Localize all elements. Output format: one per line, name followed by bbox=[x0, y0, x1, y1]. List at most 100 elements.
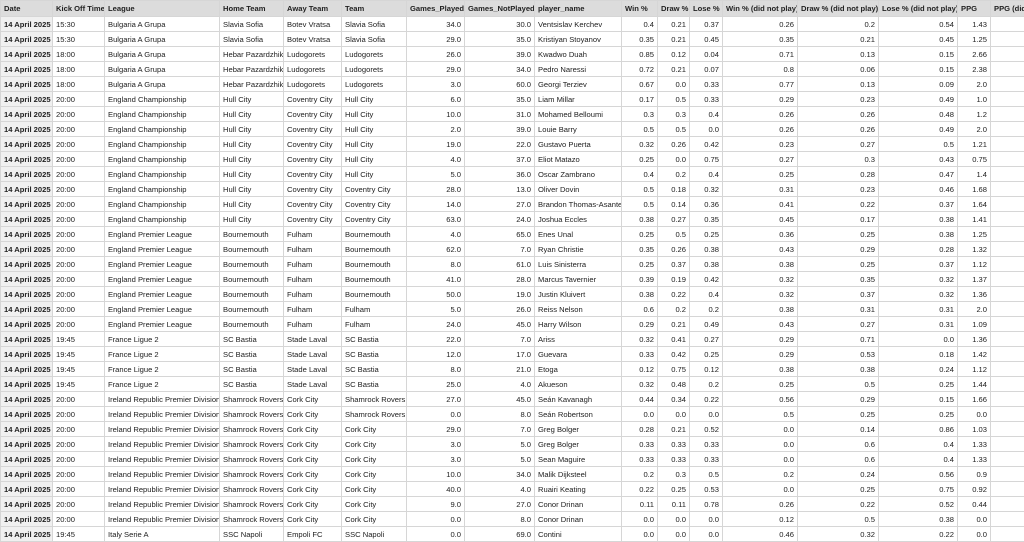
cell: 4.0 bbox=[465, 377, 535, 392]
cell: 0.33 bbox=[658, 452, 690, 467]
cell: 19:45 bbox=[53, 362, 105, 377]
cell: 0.04 bbox=[690, 47, 723, 62]
empty-cell bbox=[991, 317, 1024, 332]
cell: Fulham bbox=[342, 302, 407, 317]
cell: 22.0 bbox=[407, 332, 465, 347]
cell: 0.27 bbox=[658, 212, 690, 227]
cell: Conor Drinan bbox=[535, 512, 622, 527]
cell: 14 April 2025 bbox=[1, 77, 53, 92]
cell: 0.14 bbox=[658, 197, 690, 212]
column-header: Lose % (did not play) bbox=[879, 1, 958, 17]
cell: 20:00 bbox=[53, 197, 105, 212]
cell: 20:00 bbox=[53, 242, 105, 257]
cell: 0.38 bbox=[723, 257, 798, 272]
cell: 0.35 bbox=[723, 32, 798, 47]
cell: 0.12 bbox=[622, 362, 658, 377]
cell: England Championship bbox=[105, 107, 220, 122]
cell: 28.0 bbox=[465, 272, 535, 287]
empty-cell bbox=[991, 32, 1024, 47]
cell: 4.0 bbox=[407, 227, 465, 242]
cell: 0.25 bbox=[723, 167, 798, 182]
cell: Fulham bbox=[284, 302, 342, 317]
cell: 0.3 bbox=[622, 107, 658, 122]
cell: 0.27 bbox=[798, 137, 879, 152]
cell: England Premier League bbox=[105, 302, 220, 317]
cell: 0.6 bbox=[798, 452, 879, 467]
cell: 18:00 bbox=[53, 47, 105, 62]
cell: 8.0 bbox=[465, 407, 535, 422]
cell: 13.0 bbox=[465, 182, 535, 197]
cell: 2.66 bbox=[958, 47, 991, 62]
cell: 14 April 2025 bbox=[1, 467, 53, 482]
column-header: Win % bbox=[622, 1, 658, 17]
cell: England Premier League bbox=[105, 257, 220, 272]
cell: Shamrock Rovers bbox=[220, 482, 284, 497]
cell: Kwadwo Duah bbox=[535, 47, 622, 62]
cell: Liam Millar bbox=[535, 92, 622, 107]
column-header: League bbox=[105, 1, 220, 17]
empty-cell bbox=[991, 482, 1024, 497]
cell: 0.07 bbox=[690, 62, 723, 77]
cell: 0.39 bbox=[622, 272, 658, 287]
cell: 4.0 bbox=[407, 152, 465, 167]
cell: Ludogorets bbox=[342, 47, 407, 62]
cell: Cork City bbox=[284, 392, 342, 407]
cell: 34.0 bbox=[465, 467, 535, 482]
cell: 0.25 bbox=[622, 152, 658, 167]
cell: 14 April 2025 bbox=[1, 122, 53, 137]
cell: 0.0 bbox=[723, 437, 798, 452]
cell: 29.0 bbox=[407, 62, 465, 77]
cell: Fulham bbox=[284, 317, 342, 332]
cell: 0.32 bbox=[622, 332, 658, 347]
cell: 0.35 bbox=[622, 242, 658, 257]
cell: 10.0 bbox=[407, 467, 465, 482]
cell: 37.0 bbox=[465, 152, 535, 167]
cell: 0.75 bbox=[879, 482, 958, 497]
cell: Shamrock Rovers bbox=[342, 407, 407, 422]
cell: 0.26 bbox=[658, 242, 690, 257]
cell: 31.0 bbox=[465, 107, 535, 122]
cell: Greg Bolger bbox=[535, 422, 622, 437]
cell: Coventry City bbox=[284, 152, 342, 167]
cell: 34.0 bbox=[407, 17, 465, 32]
cell: 0.5 bbox=[622, 197, 658, 212]
cell: Ariss bbox=[535, 332, 622, 347]
cell: 14 April 2025 bbox=[1, 242, 53, 257]
cell: 0.27 bbox=[798, 317, 879, 332]
cell: 20:00 bbox=[53, 317, 105, 332]
cell: 1.41 bbox=[958, 212, 991, 227]
cell: 45.0 bbox=[465, 392, 535, 407]
page: {"table":{"columns":["Date","Kick Off Ti… bbox=[0, 0, 1024, 531]
cell: Bournemouth bbox=[220, 287, 284, 302]
cell: Hull City bbox=[342, 92, 407, 107]
cell: 0.38 bbox=[690, 257, 723, 272]
cell: 0.38 bbox=[723, 302, 798, 317]
cell: 0.4 bbox=[690, 167, 723, 182]
cell: 0.23 bbox=[798, 92, 879, 107]
cell: 30.0 bbox=[465, 17, 535, 32]
cell: Stade Laval bbox=[284, 332, 342, 347]
cell: Cork City bbox=[284, 422, 342, 437]
column-header: Games_NotPlayed bbox=[465, 1, 535, 17]
cell: Stade Laval bbox=[284, 347, 342, 362]
cell: Bournemouth bbox=[220, 302, 284, 317]
cell: 1.33 bbox=[958, 437, 991, 452]
cell: SC Bastia bbox=[220, 362, 284, 377]
cell: Bulgaria A Grupa bbox=[105, 32, 220, 47]
cell: 1.33 bbox=[958, 452, 991, 467]
cell: Eliot Matazo bbox=[535, 152, 622, 167]
cell: 1.2 bbox=[958, 107, 991, 122]
cell: 0.56 bbox=[723, 392, 798, 407]
cell: 0.21 bbox=[798, 32, 879, 47]
cell: 14 April 2025 bbox=[1, 287, 53, 302]
cell: 0.41 bbox=[723, 197, 798, 212]
cell: 65.0 bbox=[465, 227, 535, 242]
cell: 0.43 bbox=[879, 152, 958, 167]
cell: Coventry City bbox=[284, 212, 342, 227]
